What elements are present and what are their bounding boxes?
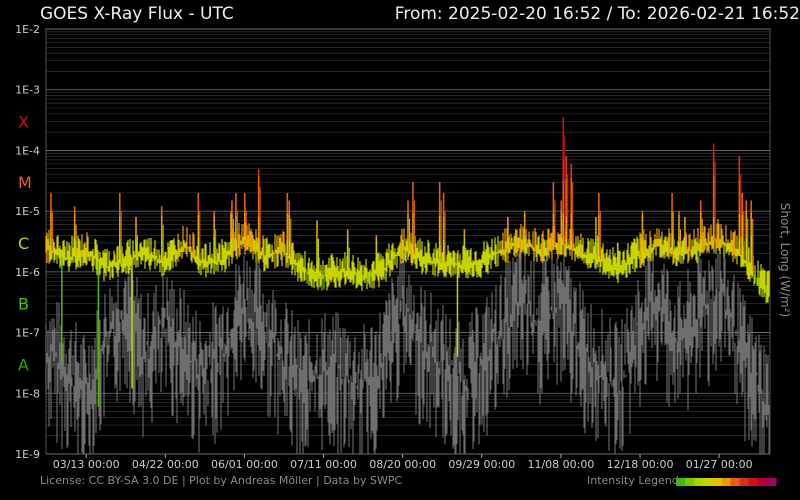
intensity-legend-swatch [766,478,777,486]
intensity-legend-swatch [721,478,732,486]
x-tick-label: 11/08 00:00 [527,458,594,471]
intensity-legend-swatch [703,478,713,486]
flare-class-b: B [18,295,29,314]
x-tick-label: 12/18 00:00 [607,458,674,471]
x-tick-label: 07/11 00:00 [290,458,357,471]
y-tick-label: 1E-9 [15,448,40,461]
y-tick-label: 1E-6 [15,266,40,279]
flare-class-c: C [18,234,29,253]
x-tick-label: 01/27 00:00 [686,458,753,471]
credits-footer: License: CC BY-SA 3.0 DE | Plot by Andre… [40,474,403,487]
intensity-legend-swatch [757,478,768,486]
y-tick-label: 1E-3 [15,84,40,97]
intensity-legend-swatch [694,478,704,486]
short-channel-series [45,239,770,454]
x-tick-label: 04/22 00:00 [132,458,199,471]
chart-title: GOES X-Ray Flux - UTC [40,4,234,24]
flare-class-m: M [18,173,32,192]
y-tick-label: 1E-2 [15,23,40,36]
long-channel-series [45,219,770,304]
flare-class-x: X [18,112,29,131]
x-tick-label: 09/29 00:00 [448,458,515,471]
intensity-legend-swatch [730,478,741,486]
x-tick-label: 03/13 00:00 [53,458,120,471]
intensity-legend-label: Intensity Legend [587,474,679,487]
time-range: From: 2025-02-20 16:52 / To: 2026-02-21 … [394,4,800,24]
y-tick-label: 1E-8 [15,387,40,400]
flare-class-a: A [18,355,29,374]
x-tick-label: 08/20 00:00 [369,458,436,471]
intensity-legend-swatch [676,478,686,486]
intensity-legend-swatch [748,478,759,486]
intensity-legend-swatch [712,478,722,486]
y-tick-label: 1E-4 [15,144,40,157]
y-tick-label: 1E-5 [15,205,40,218]
intensity-legend-swatch [685,478,695,486]
y-axis-label: Short, Long (W/m²) [778,202,792,318]
intensity-legend-swatch [739,478,750,486]
y-tick-label: 1E-7 [15,327,40,340]
x-tick-label: 06/01 00:00 [211,458,278,471]
